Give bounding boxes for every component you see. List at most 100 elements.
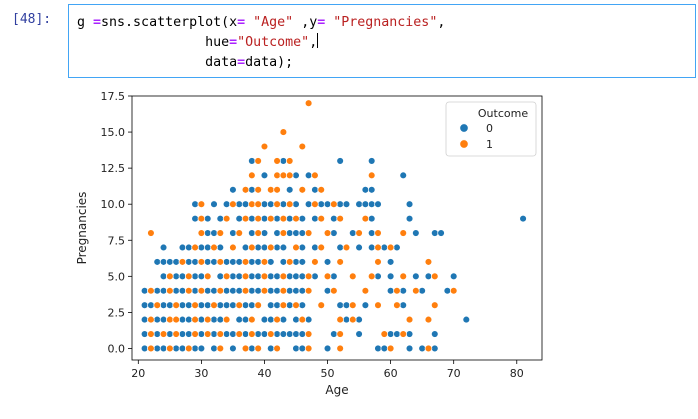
data-point-outcome-1 bbox=[380, 330, 389, 338]
data-point-outcome-1 bbox=[399, 272, 407, 281]
data-point-outcome-1 bbox=[336, 330, 344, 338]
data-point-outcome-0 bbox=[166, 301, 174, 309]
data-point-outcome-0 bbox=[229, 287, 237, 295]
data-point-outcome-0 bbox=[197, 272, 206, 281]
data-point-outcome-0 bbox=[336, 200, 344, 208]
data-point-outcome-0 bbox=[279, 330, 288, 338]
data-point-outcome-1 bbox=[399, 229, 407, 237]
data-point-outcome-1 bbox=[330, 287, 338, 295]
data-point-outcome-0 bbox=[304, 171, 313, 180]
data-point-outcome-0 bbox=[330, 214, 338, 223]
data-point-outcome-0 bbox=[386, 272, 395, 281]
data-point-outcome-0 bbox=[317, 200, 325, 208]
data-point-outcome-1 bbox=[273, 315, 281, 324]
data-point-outcome-1 bbox=[185, 344, 193, 353]
data-point-outcome-0 bbox=[393, 243, 401, 252]
data-point-outcome-0 bbox=[185, 258, 193, 266]
data-point-outcome-0 bbox=[178, 243, 187, 252]
data-point-outcome-0 bbox=[210, 200, 218, 208]
data-point-outcome-0 bbox=[260, 229, 269, 237]
data-point-outcome-1 bbox=[412, 287, 420, 295]
data-point-outcome-1 bbox=[336, 258, 344, 266]
legend-entry: 1 bbox=[486, 138, 493, 151]
data-point-outcome-1 bbox=[311, 258, 319, 266]
data-point-outcome-0 bbox=[349, 229, 357, 237]
data-point-outcome-1 bbox=[279, 171, 288, 180]
data-point-outcome-1 bbox=[235, 229, 243, 237]
data-point-outcome-1 bbox=[449, 287, 458, 295]
data-point-outcome-0 bbox=[273, 272, 281, 281]
data-point-outcome-0 bbox=[279, 315, 288, 324]
data-point-outcome-0 bbox=[216, 301, 225, 309]
data-point-outcome-0 bbox=[279, 258, 288, 266]
data-point-outcome-0 bbox=[229, 344, 237, 353]
data-point-outcome-1 bbox=[260, 272, 269, 281]
data-point-outcome-0 bbox=[285, 186, 294, 194]
data-point-outcome-1 bbox=[367, 272, 376, 281]
data-point-outcome-0 bbox=[140, 301, 149, 309]
data-point-outcome-1 bbox=[147, 229, 155, 237]
data-point-outcome-1 bbox=[304, 330, 313, 338]
x-tick-label: 30 bbox=[194, 367, 208, 380]
data-point-outcome-0 bbox=[386, 330, 395, 338]
data-point-outcome-0 bbox=[229, 229, 237, 237]
data-point-outcome-1 bbox=[172, 330, 180, 338]
data-point-outcome-0 bbox=[361, 301, 370, 309]
data-point-outcome-1 bbox=[229, 200, 237, 208]
data-point-outcome-0 bbox=[222, 200, 231, 208]
data-point-outcome-0 bbox=[292, 330, 300, 338]
data-point-outcome-1 bbox=[172, 301, 180, 309]
data-point-outcome-0 bbox=[178, 315, 187, 324]
data-point-outcome-1 bbox=[424, 315, 433, 324]
data-point-outcome-0 bbox=[292, 315, 300, 324]
data-point-outcome-0 bbox=[235, 272, 243, 281]
data-point-outcome-0 bbox=[311, 214, 319, 223]
data-point-outcome-1 bbox=[159, 330, 168, 338]
data-point-outcome-1 bbox=[260, 142, 269, 151]
data-point-outcome-0 bbox=[203, 229, 212, 237]
data-point-outcome-0 bbox=[399, 301, 407, 309]
y-tick-label: 12.5 bbox=[101, 162, 126, 175]
data-point-outcome-0 bbox=[267, 315, 275, 324]
data-point-outcome-1 bbox=[304, 344, 313, 353]
data-point-outcome-0 bbox=[241, 301, 250, 309]
data-point-outcome-1 bbox=[273, 171, 281, 180]
data-point-outcome-0 bbox=[386, 287, 395, 295]
y-tick-label: 0.0 bbox=[108, 342, 126, 355]
data-point-outcome-0 bbox=[292, 200, 300, 208]
code-text[interactable]: g =sns.scatterplot(x= "Age" ,y= "Pregnan… bbox=[77, 15, 446, 70]
data-point-outcome-1 bbox=[311, 171, 319, 180]
data-point-outcome-1 bbox=[166, 287, 174, 295]
data-point-outcome-1 bbox=[248, 315, 256, 324]
data-point-outcome-1 bbox=[349, 272, 357, 281]
data-point-outcome-0 bbox=[285, 214, 294, 223]
data-point-outcome-0 bbox=[355, 330, 363, 338]
data-point-outcome-1 bbox=[405, 315, 414, 324]
data-point-outcome-0 bbox=[140, 344, 149, 353]
data-point-outcome-0 bbox=[210, 315, 218, 324]
data-point-outcome-0 bbox=[386, 258, 395, 266]
code-editor[interactable]: g =sns.scatterplot(x= "Age" ,y= "Pregnan… bbox=[68, 4, 696, 78]
y-tick-label: 15.0 bbox=[101, 126, 126, 139]
data-point-outcome-0 bbox=[229, 330, 237, 338]
data-point-outcome-1 bbox=[355, 229, 363, 237]
data-point-outcome-0 bbox=[178, 344, 187, 353]
data-point-outcome-0 bbox=[292, 272, 300, 281]
data-point-outcome-1 bbox=[254, 200, 262, 208]
data-point-outcome-1 bbox=[374, 301, 382, 309]
data-point-outcome-0 bbox=[185, 301, 193, 309]
cell-output: 20 30 40 50 60 70 80 0.0 2.5 5.0 7.5 10.0 12.5 15.0 17… bbox=[70, 88, 560, 417]
data-point-outcome-0 bbox=[222, 330, 231, 338]
data-point-outcome-0 bbox=[361, 186, 370, 194]
data-point-outcome-1 bbox=[197, 229, 206, 237]
data-point-outcome-0 bbox=[172, 272, 180, 281]
data-point-outcome-0 bbox=[393, 330, 401, 338]
data-point-outcome-1 bbox=[185, 287, 193, 295]
data-point-outcome-1 bbox=[147, 287, 155, 295]
data-point-outcome-0 bbox=[279, 200, 288, 208]
data-point-outcome-0 bbox=[210, 287, 218, 295]
data-point-outcome-0 bbox=[140, 315, 149, 324]
data-point-outcome-0 bbox=[216, 243, 225, 252]
data-point-outcome-0 bbox=[279, 243, 288, 252]
data-point-outcome-1 bbox=[172, 315, 180, 324]
